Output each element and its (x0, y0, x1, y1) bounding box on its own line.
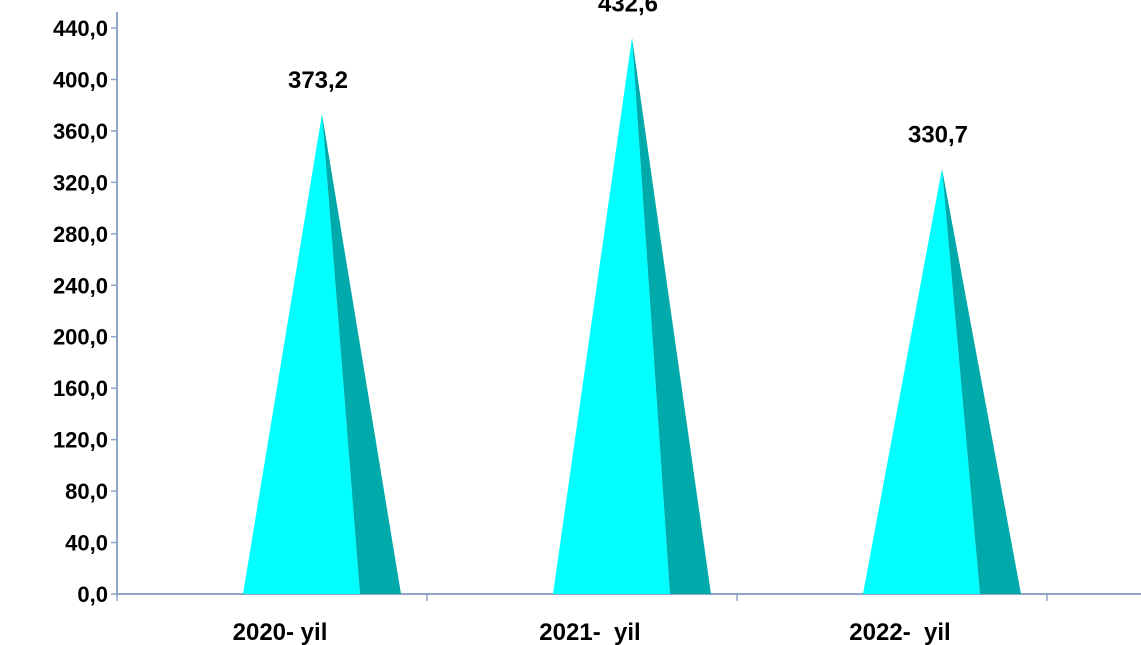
bar-cone-front (243, 113, 360, 595)
y-tick-label: 360,0 (53, 119, 108, 144)
bar-cone-side (322, 113, 401, 595)
plot-area: 0,0 40,0 80,0 120,0 160,0 200,0 240,0 280,0 320,… (53, 0, 1141, 645)
y-tick-label: 80,0 (65, 479, 108, 504)
y-tick-label: 280,0 (53, 222, 108, 247)
bar-cone-side (942, 168, 1021, 594)
y-tick-label: 0,0 (77, 582, 108, 607)
data-label: 373,2 (288, 67, 348, 94)
y-tick-label: 200,0 (53, 325, 108, 350)
data-label: 330,7 (908, 122, 968, 149)
y-tick-label: 400,0 (53, 67, 108, 92)
bar-cone-front (553, 37, 670, 594)
x-category-label: 2022- yil (849, 619, 950, 645)
bar-cone-front (863, 168, 980, 594)
bar-cone-side (632, 37, 711, 594)
y-tick-label: 240,0 (53, 273, 108, 298)
y-tick-label: 120,0 (53, 428, 108, 453)
y-tick-label: 40,0 (65, 531, 108, 556)
data-label: 432,6 (598, 0, 658, 18)
y-tick-label: 320,0 (53, 170, 108, 195)
y-tick-label: 160,0 (53, 376, 108, 401)
x-category-label: 2021- yil (539, 619, 640, 645)
x-category-label: 2020- yil (233, 619, 328, 645)
y-tick-label: 440,0 (53, 16, 108, 41)
